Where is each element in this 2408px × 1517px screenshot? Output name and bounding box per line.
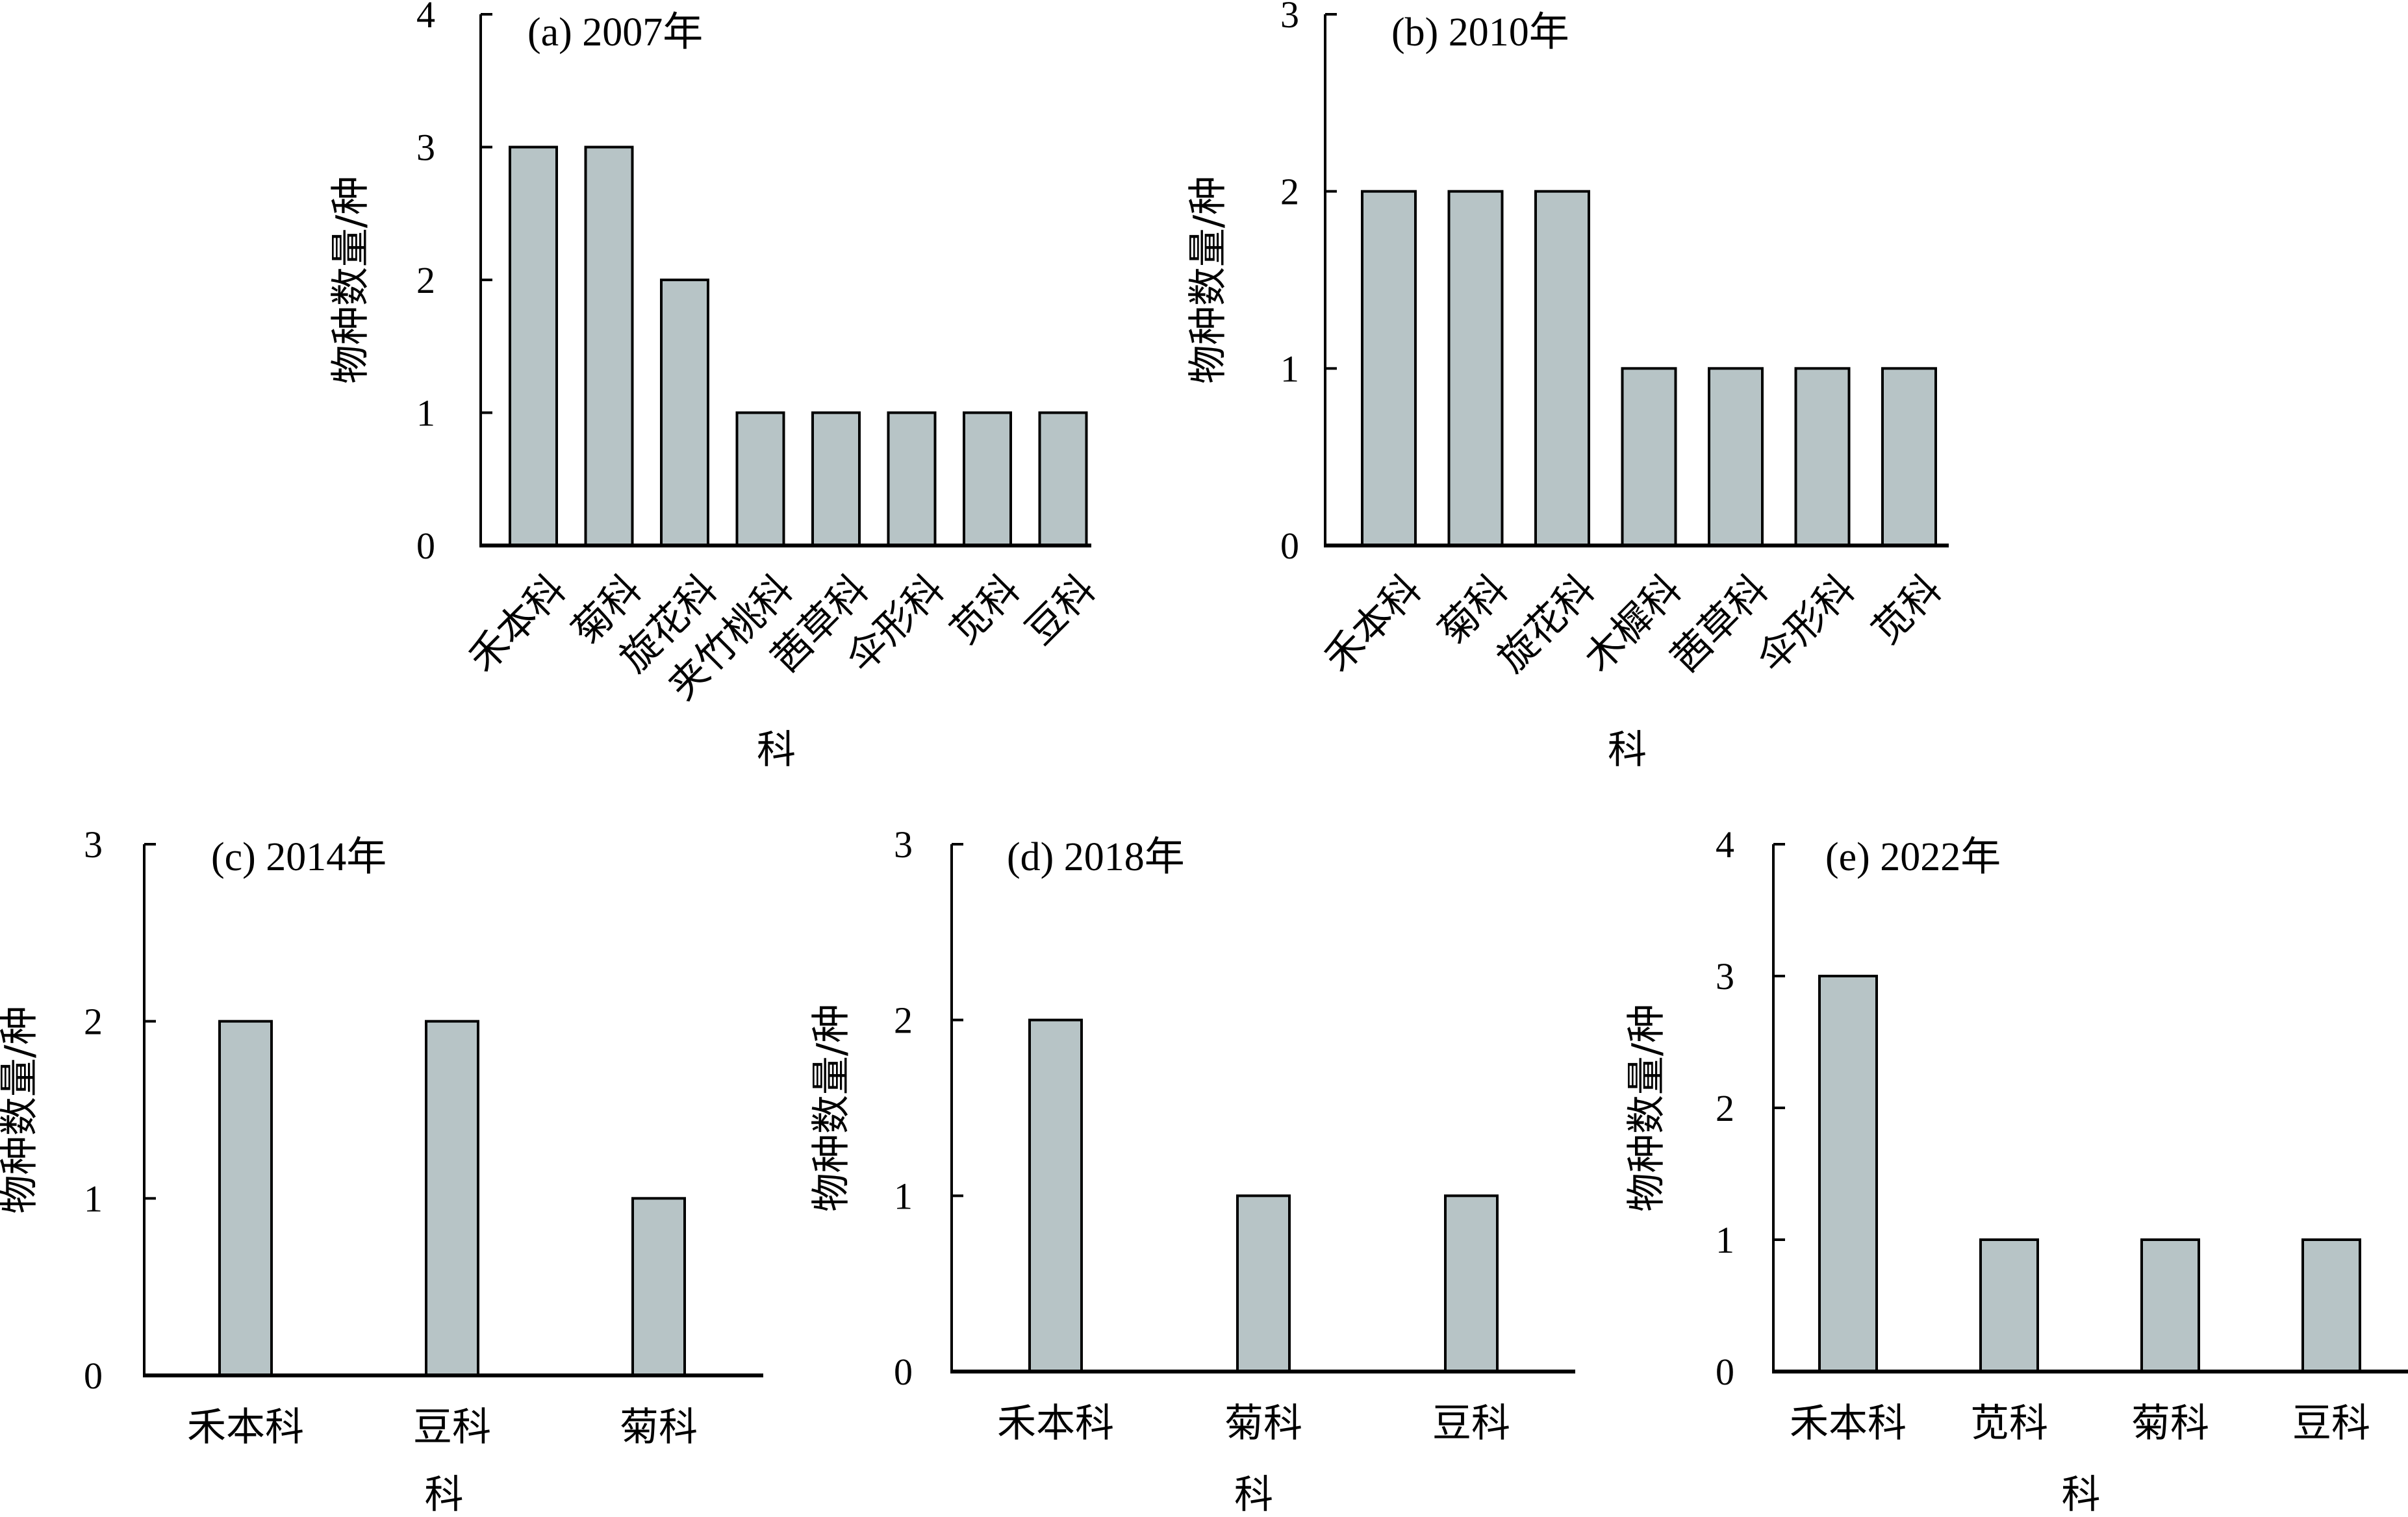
y-tick-label: 0	[1716, 1351, 1734, 1393]
x-axis-title: 科	[2062, 1472, 2101, 1517]
bar	[425, 1020, 479, 1377]
y-axis-title: 物种数量/种	[809, 1004, 854, 1212]
x-axis-title: 科	[1608, 727, 1647, 773]
x-tick-label: 苋科	[941, 566, 1028, 653]
bar	[509, 145, 558, 547]
x-tick-label: 菊科	[620, 1405, 698, 1450]
y-tick-label: 1	[894, 1175, 913, 1217]
y-tick-label: 0	[84, 1355, 103, 1397]
x-tick-label: 禾本科	[187, 1405, 304, 1450]
y-tick-label: 3	[894, 823, 913, 866]
x-axis-title: 科	[1234, 1472, 1273, 1517]
x-tick-label: 禾本科	[1315, 566, 1430, 681]
x-tick-label: 木樨科	[1575, 566, 1690, 681]
bar	[584, 145, 634, 547]
y-tick-label: 1	[416, 392, 435, 434]
x-tick-label: 豆科	[2292, 1401, 2370, 1446]
y-tick-label: 2	[84, 1001, 103, 1043]
bar	[1038, 411, 1088, 547]
x-tick-label: 禾本科	[460, 566, 575, 681]
y-tick-label: 1	[1716, 1219, 1734, 1261]
x-tick-label: 苋科	[1970, 1401, 2048, 1446]
bar	[1708, 367, 1764, 547]
y-tick-label: 3	[84, 823, 103, 866]
bar	[887, 411, 937, 547]
y-tick-label: 0	[416, 525, 435, 567]
bar	[1444, 1194, 1499, 1373]
bar	[1028, 1018, 1083, 1373]
bar	[1818, 975, 1878, 1373]
y-tick-label: 2	[1716, 1087, 1734, 1129]
y-axis-title: 物种数量/种	[1185, 176, 1231, 384]
bar	[2140, 1238, 2200, 1373]
bar	[963, 411, 1012, 547]
y-tick-label: 0	[1280, 525, 1299, 567]
x-tick-label: 苋科	[1863, 566, 1950, 653]
x-tick-label: 豆科	[1017, 566, 1104, 653]
chart-title: (b) 2010年	[1391, 10, 1569, 55]
x-tick-label: 豆科	[1432, 1401, 1510, 1446]
y-tick-label: 0	[894, 1351, 913, 1393]
y-tick-label: 3	[1280, 0, 1299, 36]
bar	[1534, 190, 1590, 547]
bar	[1794, 367, 1851, 547]
bar	[1979, 1238, 2039, 1373]
x-tick-label: 菊科	[2131, 1401, 2209, 1446]
y-tick-label: 1	[1280, 347, 1299, 390]
y-tick-label: 3	[1716, 955, 1734, 997]
bar	[1881, 367, 1937, 547]
bar	[218, 1020, 273, 1377]
bar	[2301, 1238, 2361, 1373]
x-tick-label: 茜草科	[1662, 566, 1777, 681]
x-tick-label: 豆科	[413, 1405, 491, 1450]
bar	[631, 1197, 686, 1377]
bar	[735, 411, 785, 547]
x-tick-label: 菊科	[1224, 1401, 1302, 1446]
bar	[811, 411, 861, 547]
y-tick-label: 2	[416, 259, 435, 301]
y-axis-title: 物种数量/种	[1624, 1004, 1669, 1212]
chart-title: (e) 2022年	[1825, 835, 2001, 879]
bar	[1236, 1194, 1291, 1373]
bar	[1621, 367, 1677, 547]
bar	[1447, 190, 1504, 547]
y-tick-label: 2	[894, 999, 913, 1042]
y-tick-label: 4	[416, 0, 435, 36]
chart-title: (c) 2014年	[211, 835, 387, 879]
x-axis-title: 科	[757, 727, 796, 773]
y-tick-label: 1	[84, 1177, 103, 1220]
bar	[1361, 190, 1417, 547]
x-tick-label: 禾本科	[1790, 1401, 1907, 1446]
x-tick-label: 禾本科	[997, 1401, 1114, 1446]
y-axis-title: 物种数量/种	[328, 176, 374, 384]
y-tick-label: 4	[1716, 823, 1734, 866]
chart-title: (a) 2007年	[527, 10, 703, 55]
chart-title: (d) 2018年	[1007, 835, 1185, 879]
x-tick-label: 旋花科	[1489, 566, 1604, 681]
x-tick-label: 伞形科	[1749, 566, 1864, 681]
y-tick-label: 3	[416, 127, 435, 169]
y-axis-title: 物种数量/种	[0, 1006, 42, 1214]
y-tick-label: 2	[1280, 171, 1299, 213]
x-axis-title: 科	[425, 1472, 464, 1517]
bar	[660, 279, 709, 547]
